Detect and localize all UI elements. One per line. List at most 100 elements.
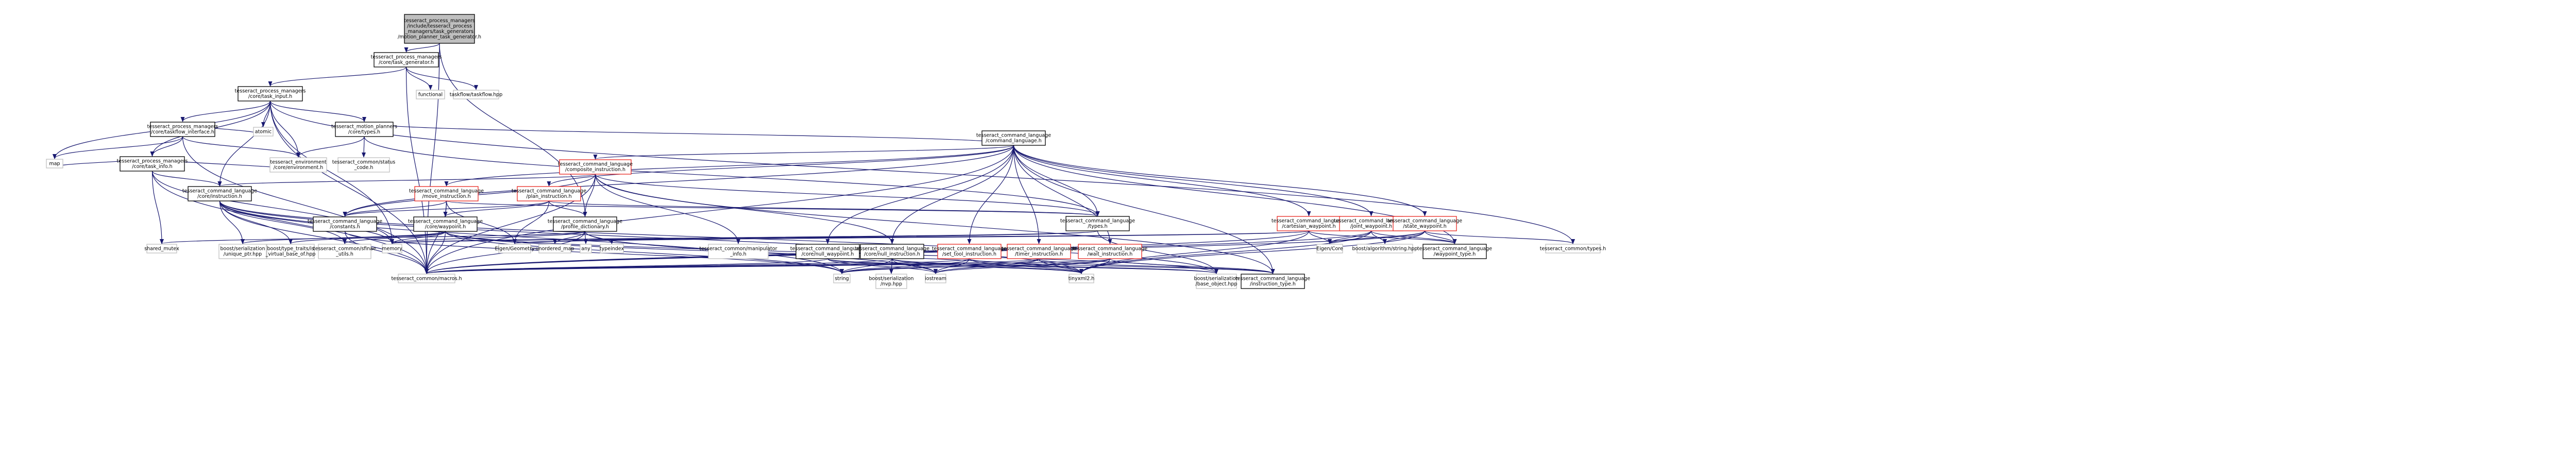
node-label-line: /instruction_type.h <box>1250 281 1296 287</box>
node-state-waypoint[interactable]: tesseract_command_language/state_waypoin… <box>1387 216 1462 231</box>
node-box <box>875 274 907 289</box>
node-instruction-type[interactable]: tesseract_command_language/instruction_t… <box>1235 274 1310 289</box>
dependency-edge-wait_instruction-to-string <box>840 258 1111 274</box>
node-label-line: tesseract_common/status <box>332 160 396 165</box>
node-label-line: /set_tool_instruction.h <box>942 251 996 257</box>
node-box <box>1339 216 1403 231</box>
node-box <box>150 122 215 137</box>
node-waypoint-type[interactable]: tesseract_command_language/waypoint_type… <box>1417 244 1492 259</box>
node-label-line: /nvp.hpp <box>880 281 902 287</box>
dependency-edge-command_language-to-set_tool_instruction <box>967 145 1014 244</box>
dependency-edge-command_language-to-state_waypoint <box>1013 145 1427 216</box>
node-box <box>413 216 478 232</box>
dependency-edge-null_waypoint-to-tinyxml2 <box>827 258 1083 274</box>
node-label-line: _code.h <box>354 165 374 171</box>
node-core-instruction[interactable]: tesseract_command_language/core/instruct… <box>182 186 257 201</box>
node-label-line: boost/algorithm/string.hpp <box>1352 246 1418 251</box>
node-box <box>382 244 402 254</box>
node-string: string <box>833 274 851 283</box>
dependency-edge-task_generator-to-task_input <box>268 66 407 87</box>
node-label-line: tesseract_common/types.h <box>1540 246 1606 251</box>
dependency-edge-task_generator-to-taskflow <box>405 66 478 90</box>
node-box <box>937 244 1002 259</box>
node-label-line: /include/tesseract_process <box>407 24 472 29</box>
node-timer-instruction[interactable]: tesseract_command_language/timer_instruc… <box>1002 244 1076 259</box>
node-composite[interactable]: tesseract_command_language/composite_ins… <box>558 159 633 175</box>
node-label-line: tinyxml2.h <box>1069 276 1095 281</box>
node-taskflow-interface[interactable]: tesseract_process_managers/core/taskflow… <box>147 122 218 137</box>
node-label-line: /core/null_instruction.h <box>864 251 920 257</box>
dependency-edge-core_instruction-to-macros <box>219 200 429 274</box>
node-task-input[interactable]: tesseract_process_managers/core/task_inp… <box>235 86 306 102</box>
node-box <box>1393 216 1457 231</box>
node-label-line: tesseract_command_language <box>558 162 633 167</box>
node-label-line: tesseract_command_language <box>976 133 1051 139</box>
node-root[interactable]: tesseract_process_managers/include/tesse… <box>398 14 481 44</box>
node-label-line: boost/serialization <box>221 246 265 252</box>
node-status-code: tesseract_common/status_code.h <box>332 157 396 173</box>
dependency-edge-core_instruction-to-string <box>219 200 844 274</box>
dependency-edge-taskflow_interface-to-macros <box>182 136 429 274</box>
node-label-line: /core/taskflow_interface.h <box>151 129 214 135</box>
dependency-edge-composite-to-instruction_type <box>595 174 1275 274</box>
dependency-edge-taskflow_interface-to-task_info <box>150 136 183 157</box>
node-label-line: tesseract_command_language <box>409 189 484 194</box>
node-label-line: tesseract_process_managers <box>371 55 442 60</box>
dependency-edge-command_language-to-cartesian_waypoint <box>1013 145 1311 216</box>
node-mp-types[interactable]: tesseract_motion_planners/core/types.h <box>331 122 397 137</box>
dependency-edge-command_language-to-composite <box>594 145 1014 160</box>
node-label-line: tesseract_common/sfinae <box>313 246 376 252</box>
node-core-waypoint[interactable]: tesseract_command_language/core/waypoint… <box>408 216 483 232</box>
node-map: map <box>46 159 63 168</box>
dependency-edge-plan_instruction-to-cl_types <box>548 200 1099 216</box>
node-label-line: _utils.h <box>335 251 353 257</box>
node-label-line: tesseract_command_language <box>790 246 865 252</box>
dependency-edge-task_input-to-environment <box>269 100 300 158</box>
node-sfinae: tesseract_common/sfinae_utils.h <box>313 244 376 259</box>
node-move-instruction[interactable]: tesseract_command_language/move_instruct… <box>409 186 484 201</box>
node-eigen-geometry: Eigen/Geometry <box>495 244 535 254</box>
node-box <box>833 274 851 283</box>
dependency-edge-profile_dictionary-to-memory <box>390 231 586 244</box>
dependency-edge-composite-to-core_instruction <box>218 174 596 187</box>
node-iostream: iostream <box>925 274 946 283</box>
node-label-line: /move_instruction.h <box>422 194 470 199</box>
node-box <box>453 90 499 99</box>
node-cl-types[interactable]: tesseract_command_language/types.h <box>1060 216 1135 231</box>
dependency-edge-root-to-task_generator <box>404 43 440 53</box>
node-null-waypoint[interactable]: tesseract_command_language/core/null_way… <box>790 244 865 259</box>
node-null-instruction[interactable]: tesseract_command_language/core/null_ins… <box>855 244 929 259</box>
dependency-edge-task_input-to-core_instruction <box>217 100 271 187</box>
node-shared-mutex: shared_mutex <box>144 244 179 254</box>
node-box <box>553 216 617 232</box>
node-label-line: tesseract_motion_planners <box>331 124 397 130</box>
node-label-line: /types.h <box>1088 224 1107 229</box>
node-task-generator[interactable]: tesseract_process_managers/core/task_gen… <box>371 52 442 67</box>
node-label-line: /core/types.h <box>348 129 380 135</box>
dependency-edge-wait_instruction-to-tinyxml2 <box>1079 258 1111 274</box>
node-task-info[interactable]: tesseract_process_managers/core/task_inf… <box>117 156 188 172</box>
node-label-line: tesseract_command_language <box>1272 218 1346 224</box>
node-label-line: tesseract_command_language <box>855 246 929 252</box>
node-wait-instruction[interactable]: tesseract_command_language/wait_instruct… <box>1073 244 1147 259</box>
node-box <box>1316 244 1343 254</box>
dependency-edge-mp_types-to-command_language <box>364 122 1015 145</box>
node-label-line: /command_language.h <box>986 138 1042 144</box>
node-command-language[interactable]: tesseract_command_language/command_langu… <box>976 130 1051 146</box>
node-label-line: tesseract_process_managers <box>235 89 306 94</box>
node-set-tool-instruction[interactable]: tesseract_command_language/set_tool_inst… <box>932 244 1007 259</box>
node-profile-dictionary[interactable]: tesseract_command_language/profile_dicti… <box>548 216 622 232</box>
node-eigen-core: Eigen/Core <box>1316 244 1343 254</box>
node-label-line: /timer_instruction.h <box>1015 251 1063 257</box>
node-joint-waypoint[interactable]: tesseract_command_language/joint_waypoin… <box>1334 216 1409 231</box>
dependency-edge-null_instruction-to-base_object <box>891 258 1218 274</box>
dependency-edge-plan_instruction-to-constants <box>343 200 550 217</box>
node-label-line: tesseract_command_language <box>1073 246 1147 252</box>
node-label-line: tesseract_command_language <box>512 189 586 194</box>
dependency-edge-set_tool_instruction-to-macros <box>425 258 970 274</box>
node-constants[interactable]: tesseract_command_language/constants.h <box>308 216 382 232</box>
node-box <box>238 86 303 102</box>
node-cartesian-waypoint[interactable]: tesseract_command_language/cartesian_way… <box>1272 216 1346 231</box>
node-box <box>1078 244 1142 259</box>
node-plan-instruction[interactable]: tesseract_command_language/plan_instruct… <box>512 186 586 201</box>
